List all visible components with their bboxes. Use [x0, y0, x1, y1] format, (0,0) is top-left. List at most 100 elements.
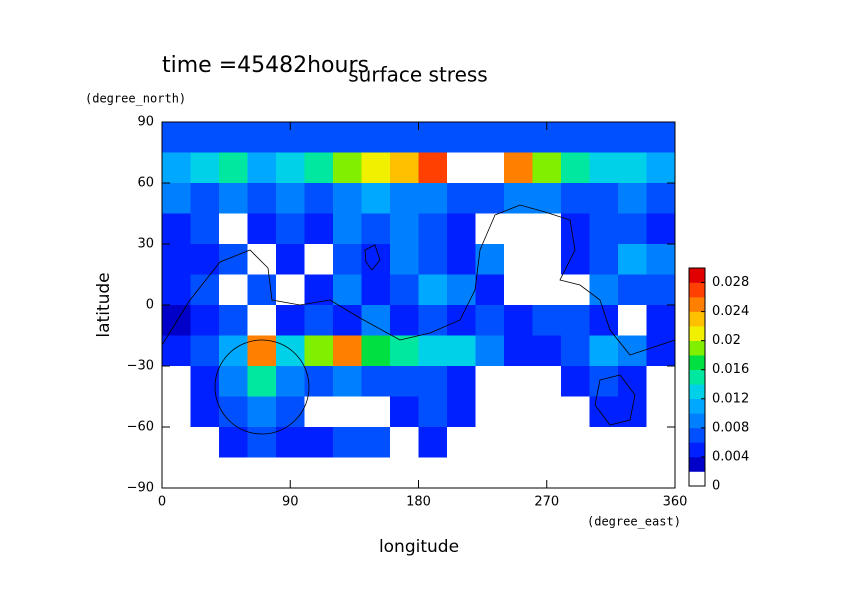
- colorbar: 0 0.004 0.008 0.012 0.016 0.02 0.024 0.028: [688, 267, 749, 494]
- contour-cell: [276, 152, 305, 184]
- contour-cell: [561, 274, 590, 306]
- contour-cell: [247, 152, 277, 184]
- contour-cell: [162, 396, 191, 428]
- contour-cell: [418, 244, 448, 275]
- colorbar-tick-label: 0.016: [712, 362, 749, 377]
- contour-cell: [190, 335, 220, 367]
- contour-cell: [475, 244, 505, 275]
- contour-cell: [390, 274, 419, 306]
- contour-cell: [646, 335, 676, 367]
- contour-cell: [304, 366, 334, 397]
- y-tick-label: 60: [137, 176, 154, 191]
- contour-cell: [475, 183, 505, 214]
- contour-cell: [304, 396, 334, 428]
- contour-cell: [162, 274, 191, 306]
- colorbar-swatch: [689, 384, 705, 400]
- contour-cell: [247, 122, 277, 153]
- contour-cell: [333, 457, 362, 489]
- contour-cell: [532, 213, 562, 245]
- contour-cell: [333, 274, 362, 306]
- contour-cell: [304, 305, 334, 336]
- contour-cell: [504, 213, 533, 245]
- contour-cell: [646, 183, 676, 214]
- contour-cell: [219, 213, 248, 245]
- contour-cell: [447, 213, 476, 245]
- chart-title: surface stress: [348, 63, 487, 87]
- contour-cell: [247, 305, 277, 336]
- contour-cell: [219, 305, 248, 336]
- contour-cell: [219, 152, 248, 184]
- contour-cell: [162, 122, 191, 153]
- contour-cell: [618, 152, 647, 184]
- contour-cell: [361, 274, 391, 306]
- contour-cell: [390, 152, 419, 184]
- contour-cell: [333, 152, 362, 184]
- contour-cell: [532, 183, 562, 214]
- contour-cell: [418, 335, 448, 367]
- contour-cell: [276, 244, 305, 275]
- contour-cell: [589, 213, 619, 245]
- contour-cell: [162, 366, 191, 397]
- contour-cell: [504, 122, 533, 153]
- x-units: (degree_east): [587, 515, 681, 529]
- contour-cell: [447, 122, 476, 153]
- y-axis-label: latitude: [94, 272, 114, 337]
- contour-cell: [475, 335, 505, 367]
- contour-cell: [304, 213, 334, 245]
- contour-cell: [646, 274, 676, 306]
- contour-cell: [504, 274, 533, 306]
- contour-cell: [162, 305, 191, 336]
- x-tick-label: 270: [534, 495, 559, 510]
- contour-cell: [418, 457, 448, 489]
- y-tick-label: −30: [127, 359, 154, 374]
- contour-cell: [162, 335, 191, 367]
- x-axis-label: longitude: [379, 537, 459, 557]
- contour-cell: [589, 122, 619, 153]
- contour-cell: [304, 244, 334, 275]
- contour-field: [162, 122, 676, 489]
- contour-cell: [247, 457, 277, 489]
- contour-cell: [276, 305, 305, 336]
- contour-cell: [219, 244, 248, 275]
- contour-cell: [475, 305, 505, 336]
- colorbar-swatch: [689, 413, 705, 429]
- contour-cell: [304, 427, 334, 458]
- contour-cell: [618, 457, 647, 489]
- contour-cell: [504, 152, 533, 184]
- contour-cell: [418, 366, 448, 397]
- contour-cell: [447, 396, 476, 428]
- colorbar-swatch: [689, 311, 705, 327]
- contour-cell: [418, 183, 448, 214]
- colorbar-swatch: [689, 355, 705, 371]
- contour-cell: [276, 274, 305, 306]
- contour-cell: [219, 122, 248, 153]
- contour-cell: [447, 457, 476, 489]
- y-tick-label: 90: [137, 115, 154, 130]
- contour-cell: [190, 244, 220, 275]
- contour-cell: [561, 122, 590, 153]
- contour-cell: [219, 274, 248, 306]
- contour-cell: [247, 427, 277, 458]
- contour-cell: [561, 396, 590, 428]
- contour-cell: [561, 305, 590, 336]
- contour-cell: [304, 183, 334, 214]
- contour-cell: [618, 366, 647, 397]
- contour-cell: [504, 366, 533, 397]
- contour-cell: [361, 183, 391, 214]
- contour-cell: [247, 366, 277, 397]
- contour-cell: [561, 244, 590, 275]
- contour-cell: [418, 396, 448, 428]
- colorbar-tick-label: 0: [712, 479, 720, 494]
- contour-cell: [276, 396, 305, 428]
- contour-cell: [504, 457, 533, 489]
- contour-cell: [361, 366, 391, 397]
- contour-cell: [418, 213, 448, 245]
- contour-cell: [589, 305, 619, 336]
- contour-cell: [276, 213, 305, 245]
- contour-cell: [190, 457, 220, 489]
- contour-cell: [190, 396, 220, 428]
- colorbar-swatch: [689, 471, 705, 487]
- y-tick-label: 0: [146, 298, 154, 313]
- contour-cell: [447, 183, 476, 214]
